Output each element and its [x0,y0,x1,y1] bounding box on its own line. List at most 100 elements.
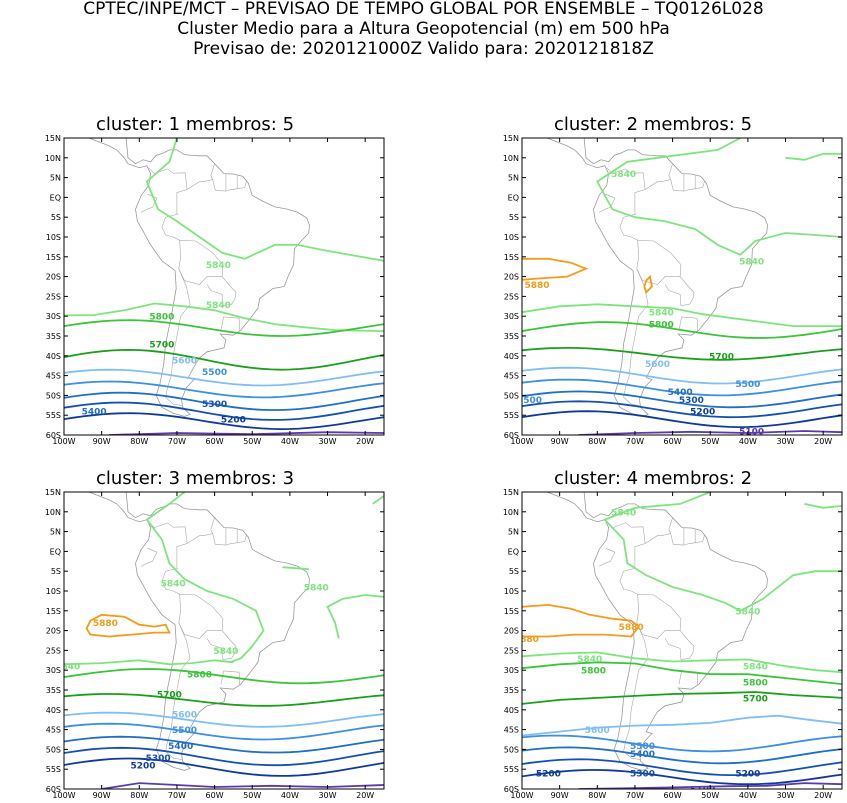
contour-5500 [522,378,842,397]
contour-label: 5840 [735,607,760,617]
country-border [237,534,247,543]
contour-label: 5500 [517,396,542,406]
panel-title: cluster: 1 membros: 5 [95,114,295,135]
lon-label: 70W [626,437,644,446]
contour-label: 5800 [743,679,768,689]
country-border [225,175,238,192]
lon-label: 100W [510,437,533,446]
contour-5840 [64,302,384,333]
country-border [606,167,646,214]
contour-5500 [64,380,384,399]
contour-5700 [522,691,842,705]
contour-label: 5500 [172,726,197,736]
contour-label: 880 [520,635,539,645]
country-border [644,517,673,544]
lat-label: 10N [45,508,61,517]
contour-label: 5100 [739,428,764,438]
lon-label: 70W [168,437,186,446]
lat-label: 20S [504,273,519,282]
country-border [695,180,705,189]
contour-label: 5600 [172,710,197,720]
contour-label: 5700 [157,690,182,700]
country-border [623,268,649,406]
lat-label: 30S [46,666,61,675]
contour-5840 [372,495,384,505]
contour-label: 5400 [668,388,693,398]
lat-label: 10S [46,233,61,242]
lat-label: 25S [46,646,61,655]
contour-label: 5840 [743,663,768,673]
lon-label: 80W [588,437,606,446]
lon-label: 90W [551,791,569,800]
contour-label: 5840 [213,647,238,657]
contour-5800 [64,668,384,685]
lat-label: 30S [46,312,61,321]
contour-5400 [64,391,384,411]
country-border [178,593,224,639]
contour-label: 5500 [202,368,227,378]
lon-label: 30W [318,791,336,800]
contour-5700 [64,693,384,707]
lon-label: 60W [206,791,224,800]
country-border [141,193,158,213]
country-border [212,173,227,192]
lon-label: 40W [739,437,757,446]
lat-label: 50S [46,745,61,754]
contour-label: 5840 [611,508,636,518]
country-border [599,547,616,567]
contour-5600 [64,368,384,387]
lat-label: 50S [46,391,61,400]
lat-label: 10N [503,154,519,163]
lat-label: 5S [51,213,61,222]
contour-5880 [85,613,171,638]
contour-5500 [64,722,384,741]
lat-label: 40S [504,352,519,361]
lat-label: 55S [504,411,519,420]
contour-label: 5840 [206,261,231,271]
lat-label: 10S [504,233,519,242]
contour-label: 5700 [743,694,768,704]
country-border [623,622,649,760]
lon-label: 70W [626,791,644,800]
contour-label: 5200 [735,770,760,780]
country-border [178,239,224,285]
country-border [644,163,673,190]
map-layers: 5840 5840 5880 880 5840 5840 5800 5800 5700 5600 5… [520,492,842,789]
map-panel-cluster-3: cluster: 3 membros: 3 5840 5840 5880 5840 58… [30,468,385,800]
map-content: 5840 5840 5880 5840 5800 5700 5600 5500 5500 5400… [503,134,843,446]
contour-5700 [64,348,384,371]
contour-5600 [64,711,384,728]
lon-label: 30W [318,437,336,446]
map-layers: 5840 5840 5800 5700 5600 5500 5400 5300 5200 [64,138,384,435]
lon-label: 70W [168,791,186,800]
panel-title: cluster: 3 membros: 3 [95,468,295,489]
contour-5840 [596,138,842,256]
contour-label: 5200 [536,770,561,780]
contour-5840 [785,152,842,161]
contour-5600 [522,714,842,737]
country-border [141,547,158,567]
country-border [664,630,695,660]
lat-label: 15S [504,607,519,616]
contour-5840 [804,503,842,509]
lon-label: 90W [93,791,111,800]
lon-label: 30W [776,437,794,446]
lat-label: 15S [46,253,61,262]
country-border [695,534,705,543]
lon-label: 20W [814,791,832,800]
lon-label: 40W [281,437,299,446]
map-frame [521,491,843,790]
contour-label: 5400 [82,408,107,418]
coastline [88,492,310,771]
contour-label: 5200 [690,408,715,418]
country-border [161,567,180,595]
contour-label: 5800 [187,671,212,681]
country-border [606,521,646,568]
lon-label: 90W [93,437,111,446]
coastline [546,138,768,417]
lat-label: 30S [504,312,519,321]
lat-label: 15N [45,488,61,497]
lat-label: EQ [508,193,519,202]
lat-label: 10N [45,154,61,163]
map-layers: 5840 5840 5880 5840 5800 5700 5600 5500 5500 5400… [517,138,842,438]
